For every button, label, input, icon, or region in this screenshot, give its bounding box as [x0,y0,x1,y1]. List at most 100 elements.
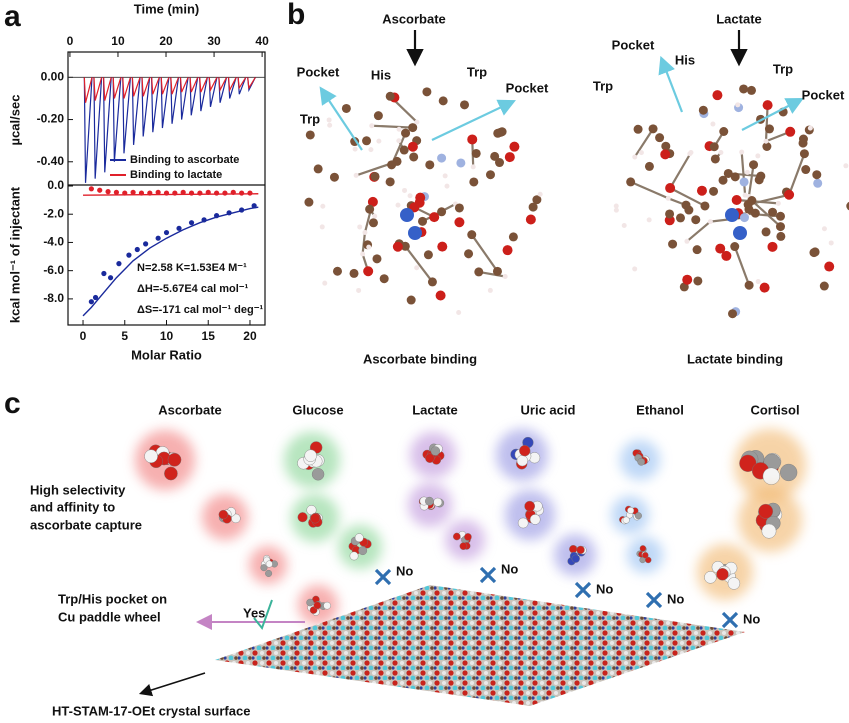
atom [638,150,644,156]
atom [427,277,437,287]
x-tick-label: 0 [67,34,74,48]
x-tick-label: 10 [160,329,174,343]
atom [807,125,813,131]
label: Cortisol [750,402,799,417]
bond [740,151,747,196]
atom [401,128,411,138]
atom [780,463,798,482]
label: No [667,591,684,606]
arrow [431,99,516,141]
data-point [105,189,111,195]
atom [326,117,332,123]
atom [537,191,543,197]
atom [828,240,834,246]
atom [372,254,382,264]
atom [681,200,691,210]
atom [576,545,585,554]
cu-atom [408,226,422,240]
atom [642,552,649,559]
atom [492,266,502,276]
y-tick-label: -4.0 [43,235,64,249]
atom [744,169,750,175]
atom [456,158,466,168]
atom [322,280,328,286]
atom [824,261,835,272]
crystal-surface [215,585,745,706]
injection-peak [112,77,122,162]
x-tick-label: 40 [255,34,269,48]
label: Pocket [297,64,340,79]
atom [735,102,741,108]
atom [422,87,432,97]
atom [387,160,397,170]
data-point [180,189,186,195]
atom [684,238,690,244]
data-point [188,220,195,226]
atom [442,173,448,179]
atom [320,203,326,209]
injection-peak [199,77,208,93]
atom [396,138,402,144]
bond [764,105,769,142]
atom [460,100,470,110]
label: Trp [593,78,613,93]
bond [669,151,692,189]
atom [775,222,785,232]
atom [399,145,409,155]
atom [400,241,410,251]
y-tick-label: -0.40 [37,154,65,168]
atom [372,213,378,219]
injection-peak [247,77,256,90]
atom [519,445,531,457]
atom [749,160,759,170]
atom [304,197,314,207]
label: ascorbate capture [30,517,142,532]
data-point [92,294,99,301]
atom [495,158,505,168]
atom [569,545,578,554]
atom [313,164,323,174]
atom [310,513,321,524]
label: Pocket [802,87,845,102]
atom [349,268,359,278]
label: Trp/His pocket on [58,591,167,606]
atom [454,217,465,228]
atom [444,183,450,189]
atom [645,556,652,564]
atom [474,267,484,277]
atom [810,247,820,257]
atom [742,192,748,198]
atom [710,154,720,164]
atom [754,175,764,185]
label: Trp [300,111,320,126]
label: Lactate binding [687,351,783,366]
atom [319,224,325,230]
label: Yes [243,605,265,620]
atom [362,229,368,235]
data-point [155,189,161,195]
x-tick-label: 0 [80,329,87,343]
atom [613,207,619,213]
injection-peak [102,77,112,173]
atom [693,276,703,286]
y-axis-label: µcal/sec [7,95,22,146]
atom [517,517,529,529]
atom [423,250,433,260]
injection-peak [122,77,132,99]
atom [357,224,363,230]
cross-mark [374,568,392,586]
molecules [135,429,806,625]
atom [395,202,401,208]
atom [504,152,515,163]
atom [323,601,331,610]
atom [367,196,378,207]
atom [813,178,823,188]
atom [812,170,822,180]
atom [429,212,440,223]
atom [332,266,342,276]
atom [768,207,778,217]
data-point [101,270,107,277]
atom [632,266,638,272]
data-point [155,235,161,241]
injection-peak [189,77,199,116]
